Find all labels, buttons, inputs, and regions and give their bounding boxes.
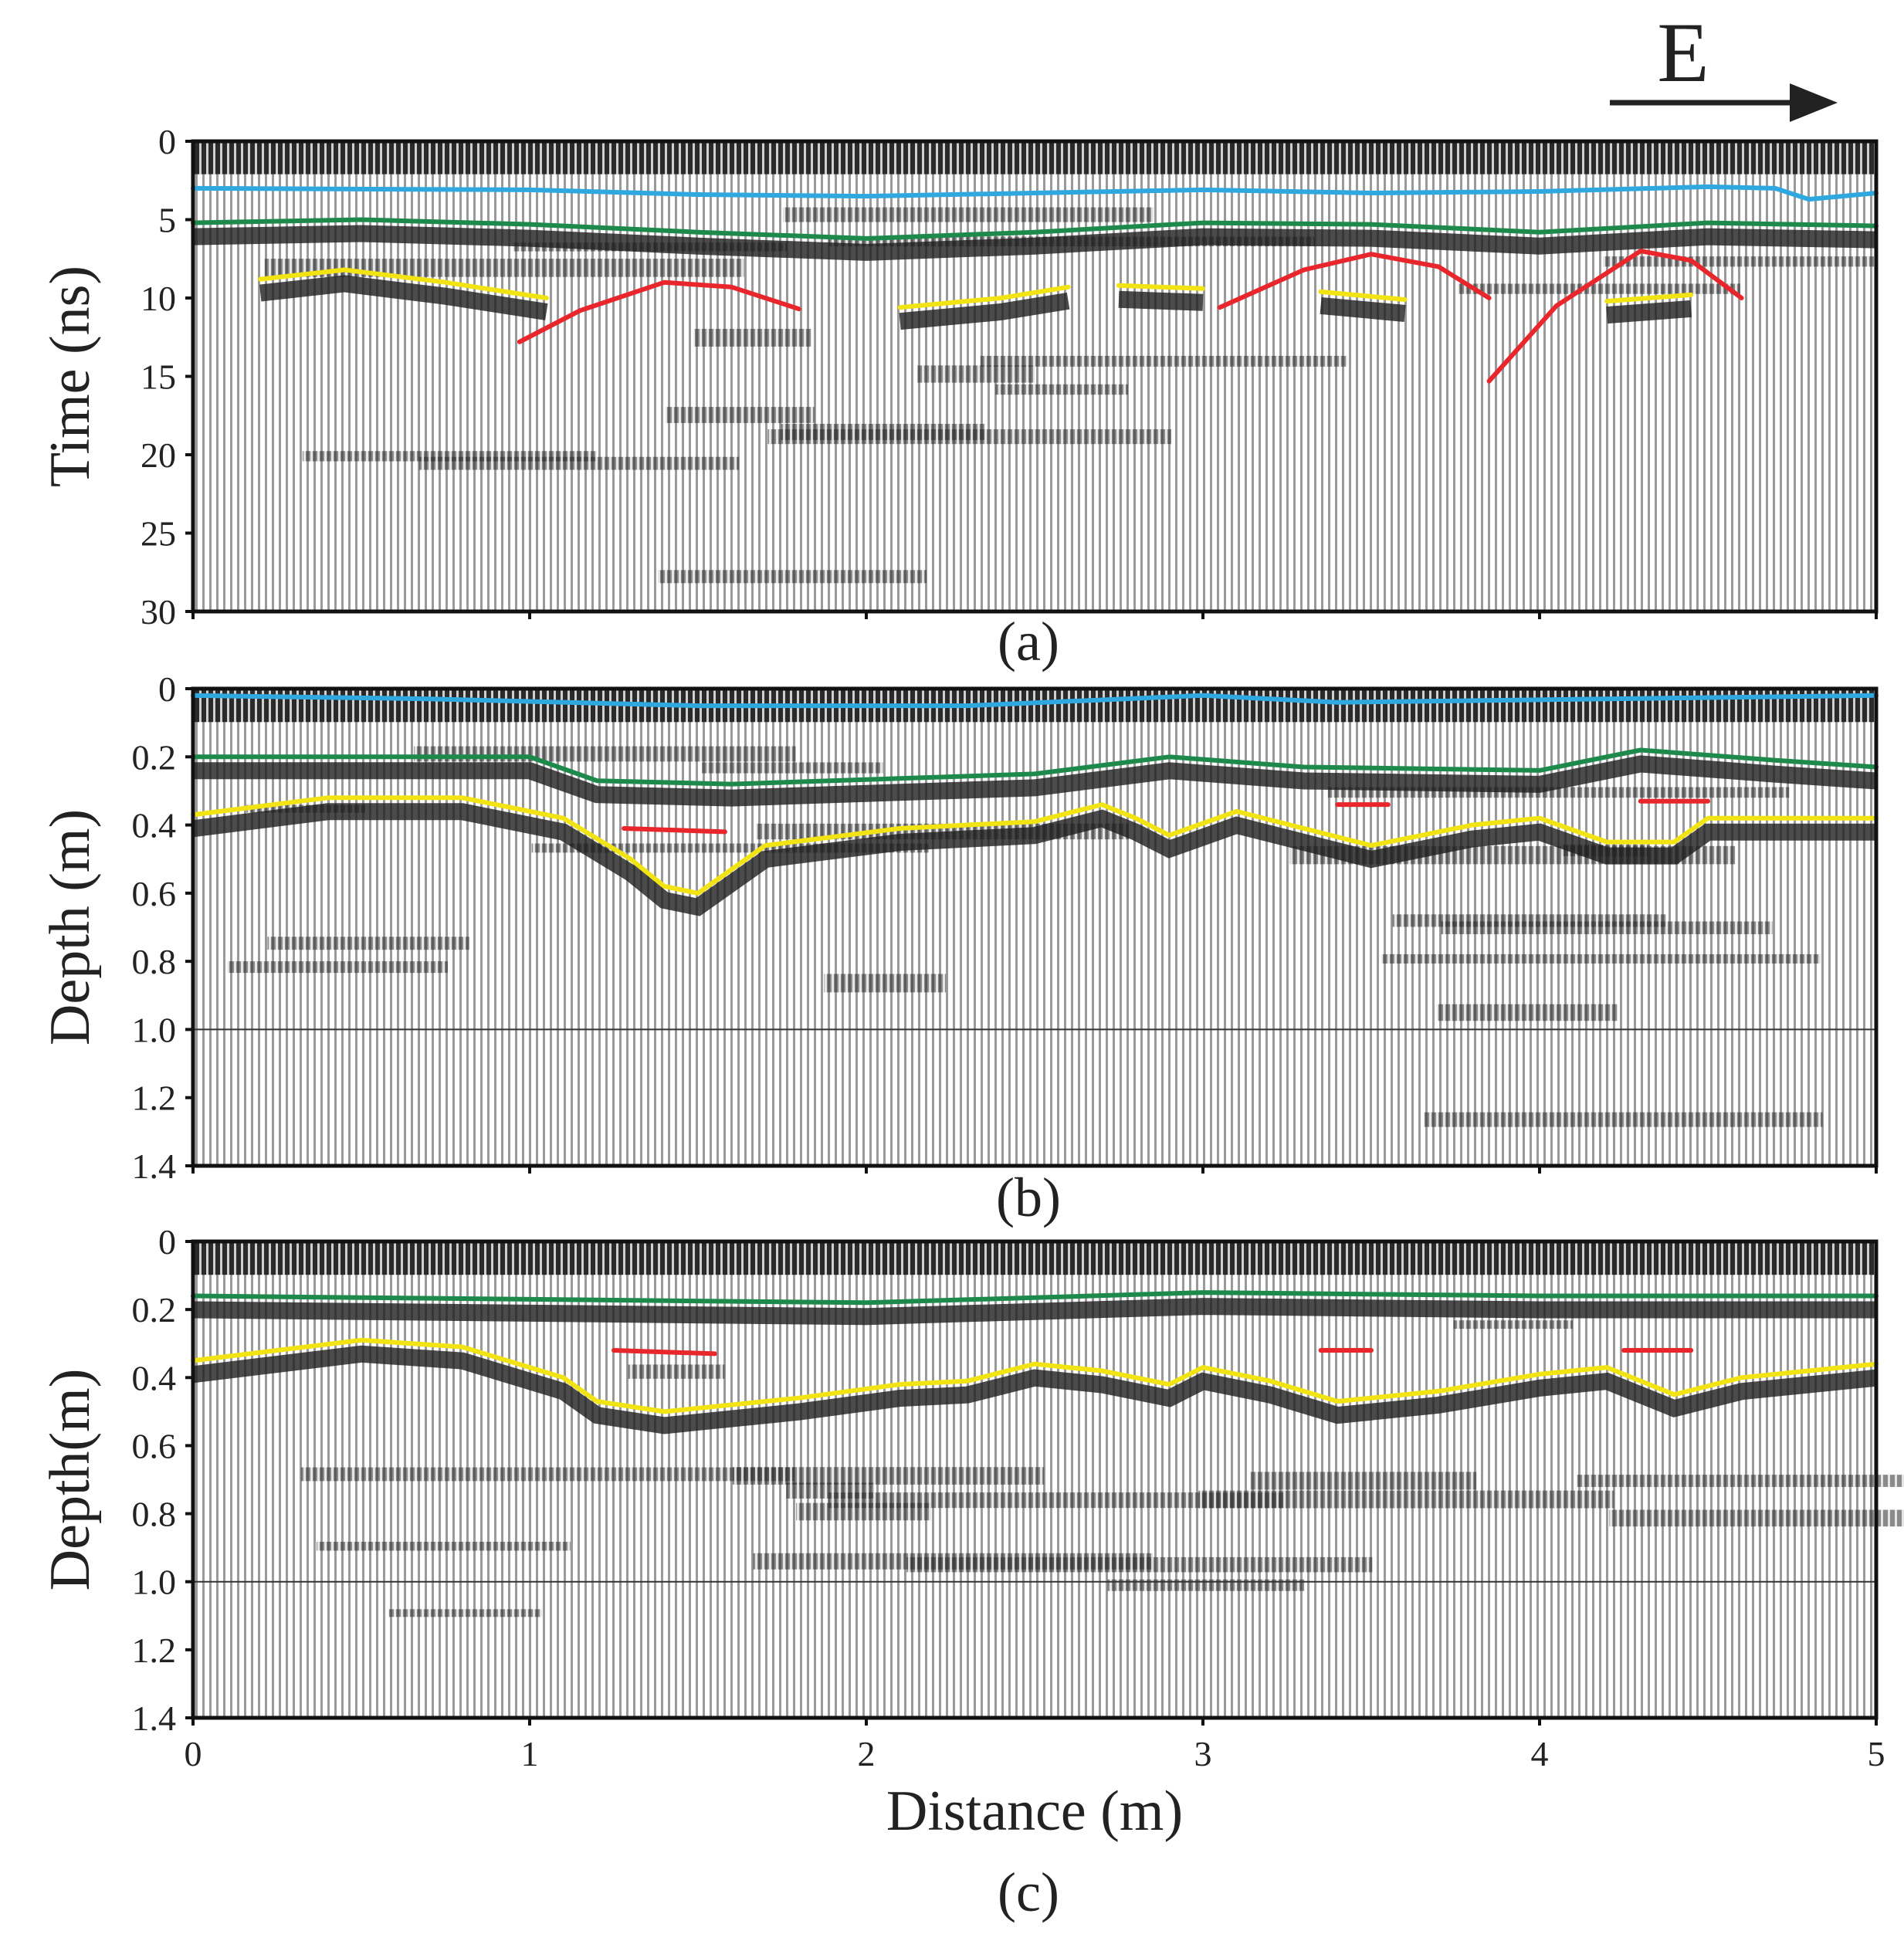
yellow-a1 [258,267,549,300]
y-tick-label: 0.4 [132,1358,177,1397]
y-tick-label: 15 [141,357,176,397]
green-interface [191,217,1879,241]
x-tick-label: 5 [1868,1734,1885,1773]
y-axis-title: Depth(m) [39,1369,102,1591]
y-tick-label: 0.6 [132,1426,177,1465]
panel-caption: (c) [998,1861,1059,1923]
y-tick-label: 1.0 [132,1010,177,1049]
yellow-interface [191,795,1879,896]
y-tick-label: 0.2 [132,1290,177,1329]
yellow-a4 [1318,289,1408,302]
y-tick-label: 0 [158,1222,176,1262]
reflection-bands [192,141,1877,584]
red-b1 [622,826,727,835]
x-tick-label: 4 [1531,1734,1549,1773]
yellow-a2 [897,284,1071,310]
y-tick-label: 0 [158,122,176,161]
green-interface [191,1290,1879,1306]
y-tick-label: 0 [158,669,176,709]
x-tick-label: 3 [1194,1734,1212,1773]
y-tick-label: 20 [141,435,176,475]
y-tick-label: 1.2 [132,1631,177,1670]
green-interface [191,747,1879,787]
x-axis-title: Distance (m) [886,1780,1183,1843]
panel-caption: (a) [998,611,1059,672]
red-hyperbola-3 [1486,249,1744,384]
y-tick-label: 1.2 [132,1079,177,1118]
direction-arrow-head [1790,83,1838,122]
x-axis: 0 1 2 3 4 5 [185,1718,1885,1773]
y-tick-label: 25 [141,514,176,554]
direction-label: E [1657,5,1709,100]
y-tick-label: 0.8 [132,942,177,981]
x-tick-label: 1 [521,1734,539,1773]
y-tick-label: 1.0 [132,1563,177,1602]
yellow-a5 [1604,292,1694,304]
plot-frame [191,686,1879,1168]
reflection-bands [191,1241,1904,1617]
red-hyperbola-1 [517,279,801,344]
red-c1 [612,1348,717,1357]
y-tick-label: 10 [141,279,176,318]
direction-indicator: E [1610,5,1838,122]
y-axis: 0 0.2 0.4 0.6 0.8 1.0 1.2 1.4 [132,1222,193,1738]
yellow-a3 [1116,283,1205,291]
blue-interface [191,184,1879,202]
y-tick-label: 5 [158,201,176,240]
y-axis: 0 5 10 15 20 25 30 [141,122,193,632]
yellow-interface [191,1337,1879,1414]
y-axis-title: Time (ns) [39,266,102,487]
panel-c: 0 0.2 0.4 0.6 0.8 1.0 1.2 1.4 0 1 2 3 4 5 Depth(m) D… [39,1222,1904,1923]
x-tick-label: 2 [858,1734,876,1773]
panel-caption: (b) [996,1167,1061,1228]
interpreted-interfaces [191,1290,1879,1414]
panel-b: 0 0.2 0.4 0.6 0.8 1.0 1.2 1.4 Depth (m) (b) [39,669,1879,1228]
x-tick-label: 0 [185,1734,202,1773]
y-tick-label: 30 [141,592,176,632]
plot-frame [191,1239,1879,1720]
interpreted-interfaces [191,693,1879,896]
y-axis: 0 0.2 0.4 0.6 0.8 1.0 1.2 1.4 [132,669,193,1186]
y-axis-title: Depth (m) [39,809,102,1045]
interpreted-interfaces [191,184,1879,384]
y-tick-label: 1.4 [132,1699,177,1738]
x-axis [191,611,1878,619]
red-hyperbola-2 [1217,252,1492,310]
y-tick-label: 0.4 [132,806,177,845]
x-axis [191,1166,1878,1174]
y-tick-label: 0.8 [132,1495,177,1534]
y-tick-label: 0.2 [132,737,177,777]
y-tick-label: 0.6 [132,874,177,913]
panel-a: 0 5 10 15 20 25 30 Time (ns) (a) [39,122,1879,672]
y-tick-label: 1.4 [132,1147,177,1186]
blue-interface [191,693,1879,709]
